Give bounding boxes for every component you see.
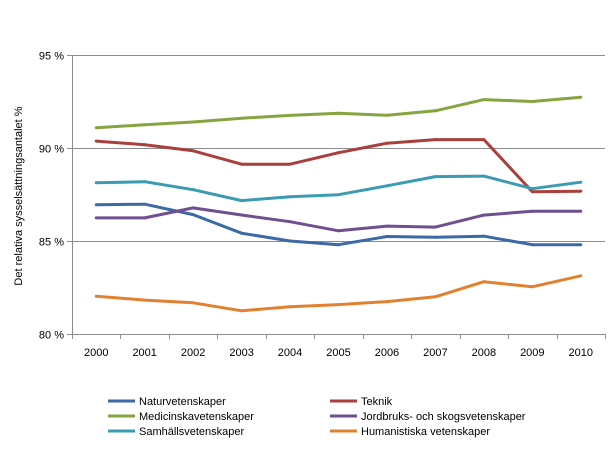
x-tick-label: 2005	[326, 347, 350, 359]
y-axis-label: Det relativa sysselsättningsantalet %	[13, 106, 25, 285]
data-point	[288, 195, 292, 199]
legend: Naturvetenskaper Teknik Medicinskavetenska…	[108, 396, 526, 438]
data-point	[94, 181, 98, 185]
data-point	[94, 294, 98, 298]
data-point	[433, 295, 437, 299]
data-point	[94, 216, 98, 220]
data-point	[337, 151, 340, 155]
data-point	[288, 305, 292, 309]
data-point	[288, 162, 292, 166]
y-tick-label: 90 %	[39, 144, 64, 156]
x-tick-label: 2002	[181, 347, 205, 359]
data-point	[143, 180, 147, 184]
legend-label: Jordbruks- och skogsvetenskaper	[361, 411, 526, 423]
x-tick-label: 2007	[423, 347, 447, 359]
data-point	[191, 206, 195, 210]
data-point	[482, 174, 486, 178]
data-point	[385, 141, 389, 145]
x-tick-label: 2010	[569, 347, 593, 359]
legend-label: Naturvetenskaper	[139, 396, 226, 408]
data-point	[530, 190, 534, 194]
data-point	[385, 235, 389, 239]
data-point	[94, 139, 98, 143]
x-tick-label: 2008	[472, 347, 496, 359]
data-point	[240, 162, 244, 166]
data-point	[288, 239, 292, 243]
data-point	[385, 224, 389, 228]
data-point	[385, 113, 389, 117]
y-tick-label: 80 %	[39, 330, 64, 342]
data-point	[240, 309, 244, 313]
legend-label: Teknik	[361, 396, 393, 408]
x-tick-label: 2001	[132, 347, 156, 359]
data-point	[143, 123, 147, 127]
legend-label: Humanistiska vetenskaper	[361, 426, 490, 438]
data-point	[579, 189, 583, 193]
data-point	[240, 116, 244, 120]
data-point	[433, 175, 437, 179]
x-tick-label: 2000	[84, 347, 108, 359]
data-point	[530, 209, 534, 213]
series-line-4	[96, 206, 581, 233]
data-point	[385, 300, 389, 304]
x-tick-label: 2006	[375, 347, 399, 359]
data-point	[240, 213, 244, 217]
data-point	[385, 184, 389, 188]
data-point	[482, 213, 486, 217]
data-point	[433, 235, 437, 239]
data-point	[530, 100, 534, 103]
data-point	[143, 298, 147, 302]
data-point	[482, 138, 486, 142]
data-point	[433, 109, 437, 113]
data-point	[288, 220, 292, 224]
data-point	[191, 149, 195, 153]
data-point	[337, 303, 340, 307]
data-point	[337, 229, 340, 233]
series-line-1	[96, 202, 581, 247]
data-point	[143, 202, 147, 206]
x-tick-label: 2004	[278, 347, 302, 359]
data-point	[337, 243, 340, 247]
data-point	[530, 285, 534, 289]
data-point	[94, 126, 98, 130]
data-point	[240, 231, 244, 235]
x-tick-label: 2003	[229, 347, 253, 359]
data-point	[482, 234, 486, 238]
data-point	[433, 225, 437, 229]
data-point	[433, 138, 437, 142]
data-point	[530, 243, 534, 247]
data-point	[191, 301, 195, 305]
data-point	[482, 280, 486, 284]
data-point	[191, 213, 195, 217]
data-point	[337, 111, 340, 115]
x-tick-label: 2009	[520, 347, 544, 359]
data-point	[579, 180, 583, 184]
data-point	[579, 95, 583, 99]
data-point	[191, 188, 195, 192]
y-tick-label: 85 %	[39, 237, 64, 249]
legend-label: Medicinskavetenskaper	[139, 411, 254, 423]
data-point	[94, 203, 98, 207]
data-point	[530, 187, 534, 191]
data-point	[579, 274, 583, 278]
data-point	[143, 216, 147, 220]
data-point	[579, 209, 583, 213]
data-point	[288, 113, 292, 117]
data-point	[240, 199, 244, 203]
data-point	[579, 243, 583, 247]
legend-label: Samhällsvetenskaper	[139, 426, 245, 438]
data-point	[143, 143, 147, 147]
series-line-5	[96, 174, 581, 203]
y-tick-label: 95 %	[39, 51, 64, 63]
data-point	[337, 193, 340, 197]
data-point	[482, 98, 486, 102]
data-point	[191, 120, 195, 124]
